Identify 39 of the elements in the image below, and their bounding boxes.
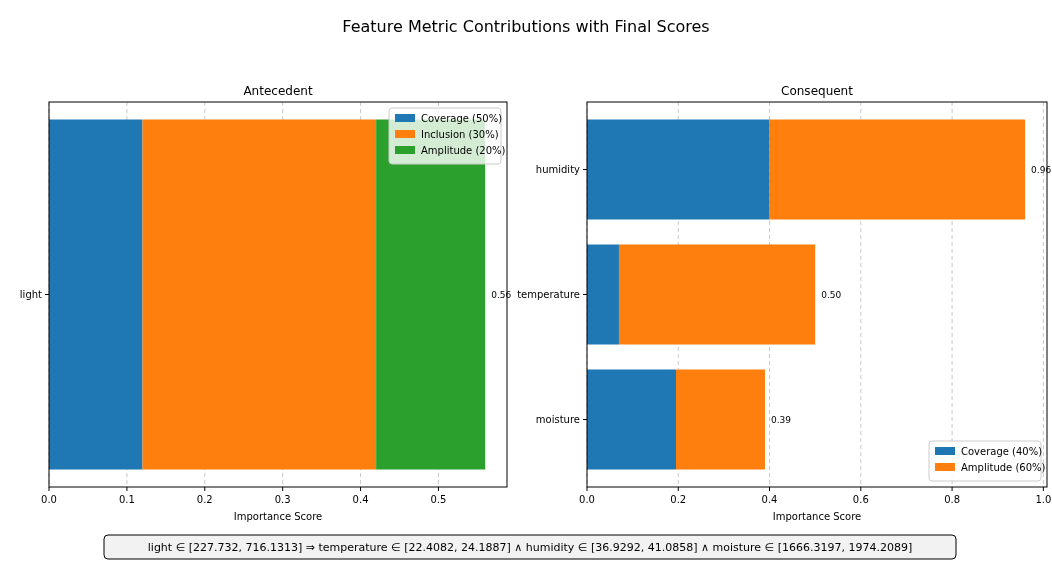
total-label: 0.96 [1031,165,1052,175]
bar [49,119,143,470]
bar [769,119,1026,220]
x-tick-label: 0.6 [852,494,869,505]
bar [142,119,377,470]
text: light ∈ [227.732, 716.1313] ⇒ temperature ∈ [22.4082, 24.1887] ∧ humidity ∈ [36.9292, 41.0858] ∧ moisture ∈ [1666.3197, 1974.2089] [147,541,913,554]
y-tick-label: moisture [535,414,580,425]
x-tick-label: 0.3 [274,494,291,505]
text: Feature Metric Contributions with Final Scores [342,17,710,36]
x-tick-label: 0.0 [41,494,57,505]
bar [618,244,816,345]
chart-title: Consequent [781,84,854,98]
x-tick-label: 0.2 [670,494,687,505]
y-tick-label: light [19,289,43,300]
legend-label: Amplitude (20%) [421,145,506,156]
y-tick-label: temperature [517,289,580,300]
legend-label: Inclusion (30%) [421,129,499,140]
chart-title: Antecedent [243,84,313,98]
total-label: 0.50 [821,290,842,300]
x-tick-label: 0.2 [196,494,213,505]
x-tick-label: 1.0 [1035,494,1052,505]
bar [675,369,765,470]
bar [587,369,676,470]
x-tick-label: 0.5 [430,494,447,505]
total-label: 0.56 [491,290,512,300]
bar [587,119,770,220]
legend-label: Coverage (40%) [961,446,1043,457]
y-tick-label: humidity [535,164,581,175]
x-tick-label: 0.4 [761,494,778,505]
legend-label: Coverage (50%) [421,113,503,124]
x-axis-title: Importance Score [772,511,862,522]
legend-label: Amplitude (60%) [961,462,1046,473]
total-label: 0.39 [770,415,792,425]
x-tick-label: 0.8 [944,494,961,505]
x-axis-title: Importance Score [233,511,323,522]
x-tick-label: 0.4 [352,494,369,505]
x-tick-label: 0.1 [118,494,135,505]
bar [587,244,619,345]
x-tick-label: 0.0 [579,494,595,505]
